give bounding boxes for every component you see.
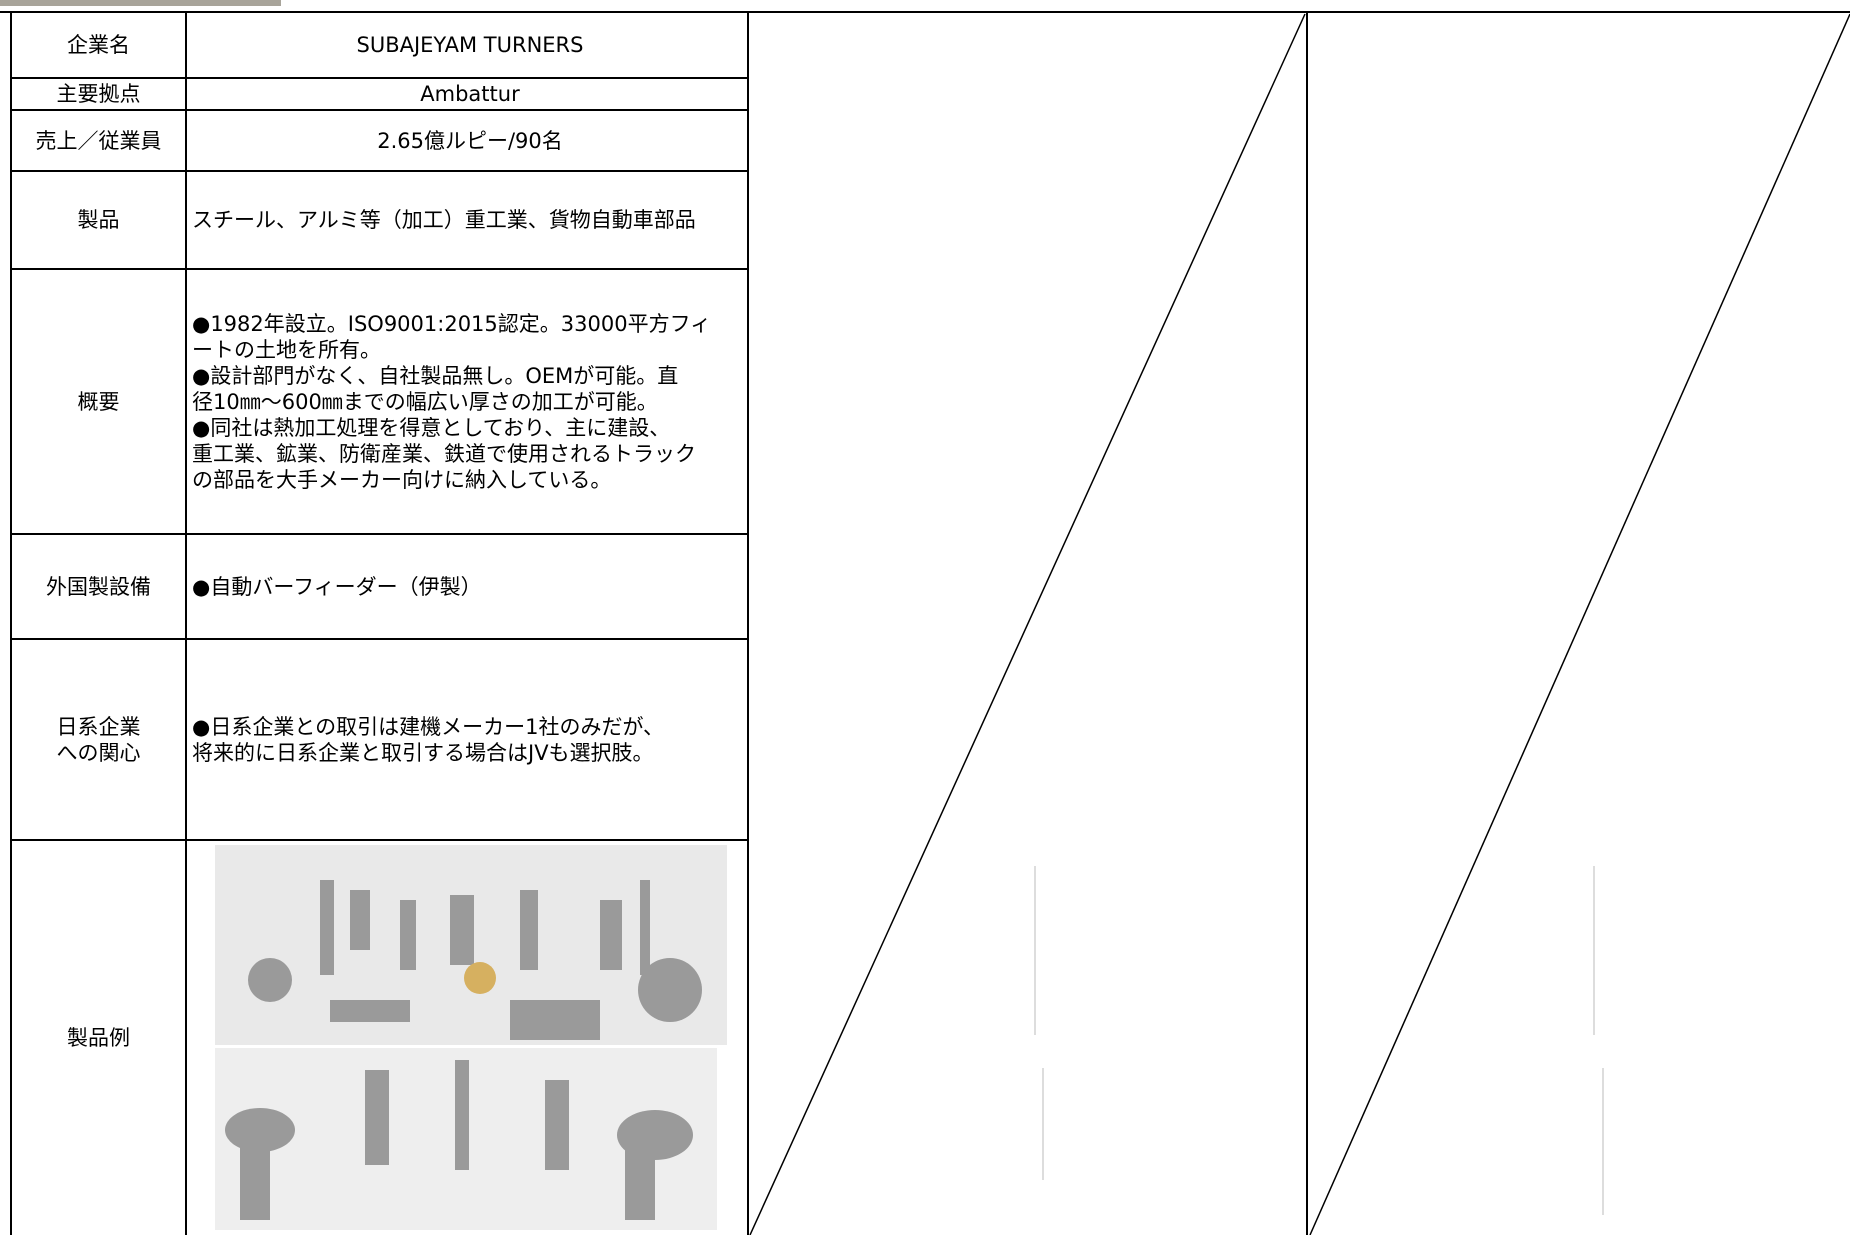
- value-text: ●自動バーフィーダー（伊製）: [192, 574, 482, 599]
- label-text: 製品: [77, 208, 120, 232]
- value-text: 2.65億ルピー/90名: [377, 128, 563, 153]
- value-cell: Ambattur: [186, 78, 748, 110]
- product-photo: [215, 845, 727, 1230]
- value-text: ●1982年設立。ISO9001:2015認定。33000平方フィ: [192, 311, 712, 336]
- value-text: ●設計部門がなく、自社製品無し。OEMが可能。直: [192, 363, 679, 388]
- tab: [0, 0, 281, 6]
- label-text: 外国製設備: [46, 574, 151, 599]
- value-cell: [186, 840, 748, 1235]
- value-cell: SUBAJEYAM TURNERS: [186, 12, 748, 78]
- label-text: 主要拠点: [56, 82, 141, 106]
- value-text: 重工業、鉱業、防衛産業、鉄道で使用されるトラック: [192, 441, 696, 466]
- label-text: 製品例: [67, 1025, 130, 1050]
- value-text: 将来的に日系企業と取引する場合はJVも選択肢。: [192, 740, 654, 765]
- value-cell: ●1982年設立。ISO9001:2015認定。33000平方フィ ートの土地を所…: [186, 269, 748, 534]
- value-cell: ●自動バーフィーダー（伊製）: [186, 534, 748, 639]
- value-text: ートの土地を所有。: [192, 337, 381, 362]
- label-cell: 概要: [11, 269, 186, 534]
- label-text: 売上／従業員: [35, 128, 162, 153]
- value-cell: 2.65億ルピー/90名: [186, 110, 748, 171]
- label-cell: 売上／従業員: [11, 110, 186, 171]
- label-text: 企業名: [67, 33, 130, 57]
- label-cell: 主要拠点: [11, 78, 186, 110]
- label-cell: 製品: [11, 171, 186, 269]
- value-text: の部品を大手メーカー向けに納入している。: [192, 467, 612, 492]
- value-text: 径10㎜～600㎜までの幅広い厚さの加工が可能。: [192, 389, 658, 414]
- value-cell: スチール、アルミ等（加工）重工業、貨物自動車部品: [186, 171, 748, 269]
- value-text: ●日系企業との取引は建機メーカー1社のみだが、: [192, 714, 665, 739]
- label-text: 日系企業: [56, 714, 141, 739]
- label-text: への関心: [56, 740, 141, 765]
- label-cell: 製品例: [11, 840, 186, 1235]
- label-cell: 企業名: [11, 12, 186, 78]
- label-text: 概要: [77, 389, 120, 414]
- label-cell: 日系企業 への関心: [11, 639, 186, 840]
- value-cell: ●日系企業との取引は建機メーカー1社のみだが、 将来的に日系企業と取引する場合はJ…: [186, 639, 748, 840]
- value-text: ●同社は熱加工処理を得意としており、主に建設、: [192, 415, 671, 440]
- value-text: Ambattur: [420, 82, 520, 106]
- value-text: SUBAJEYAM TURNERS: [356, 33, 584, 57]
- value-text: スチール、アルミ等（加工）重工業、貨物自動車部品: [192, 208, 696, 232]
- label-cell: 外国製設備: [11, 534, 186, 639]
